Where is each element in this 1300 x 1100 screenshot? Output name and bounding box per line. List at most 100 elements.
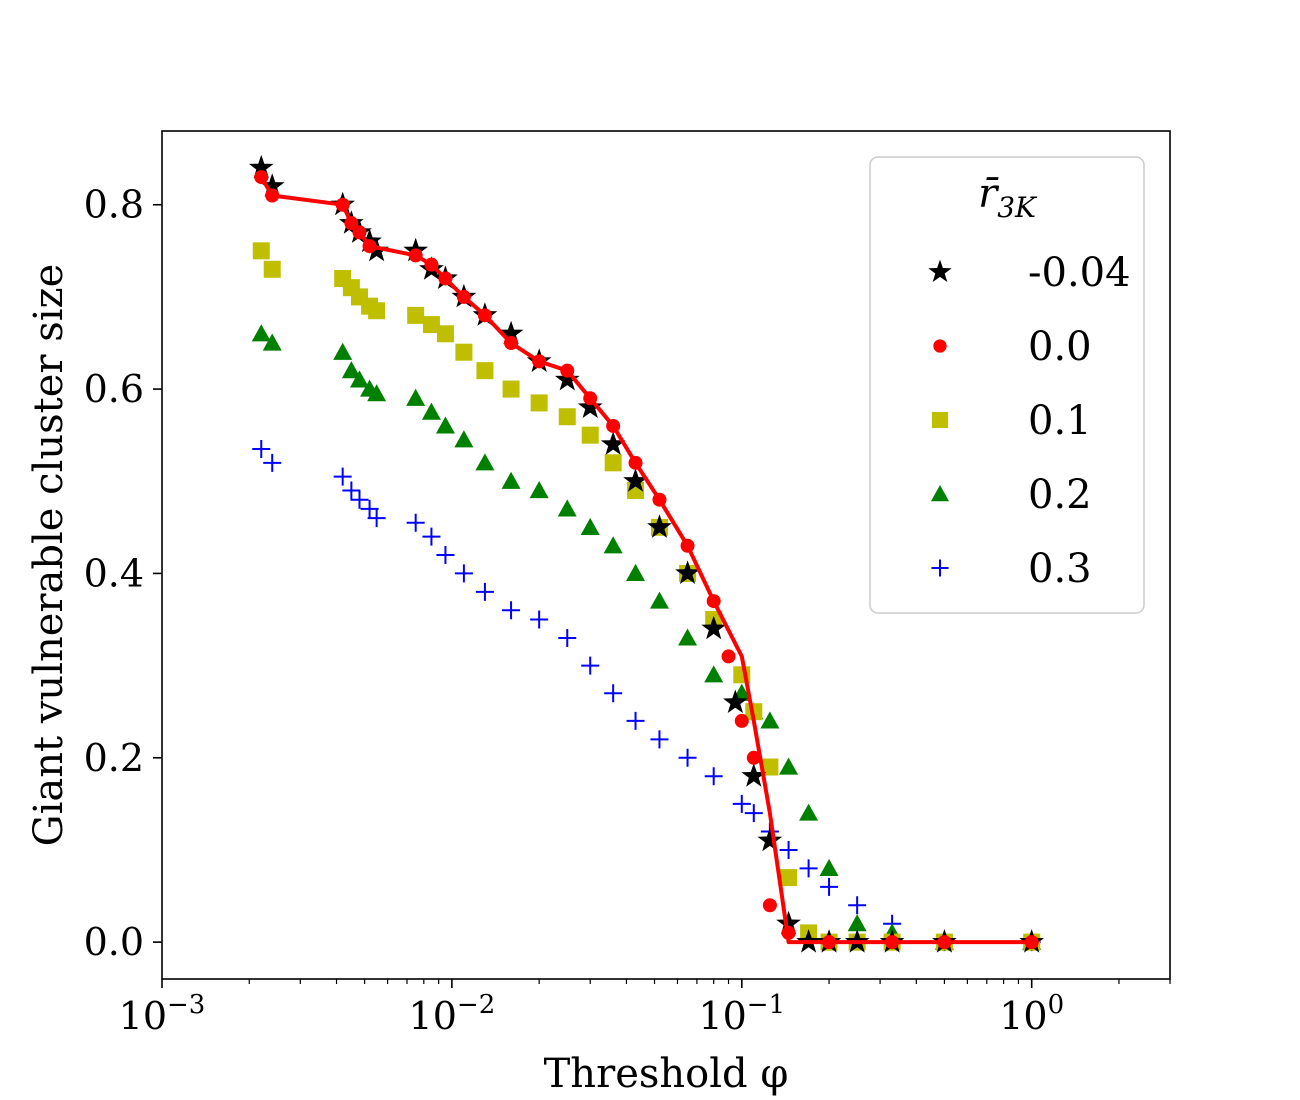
data-point-square [558, 408, 576, 426]
data-point-square [530, 394, 548, 412]
legend-box [869, 156, 1145, 614]
data-point-square [780, 869, 798, 887]
legend-marker-circle [933, 339, 947, 353]
data-point-triangle [649, 591, 669, 609]
data-point-star [757, 827, 783, 852]
data-point-triangle [779, 757, 799, 775]
data-point-plus [650, 730, 669, 749]
data-point-plus [820, 877, 839, 896]
data-point-plus [744, 804, 763, 823]
data-point-triangle [501, 471, 521, 489]
data-point-triangle [557, 499, 577, 517]
data-point-plus [454, 564, 473, 583]
data-point-triangle [819, 858, 839, 876]
data-point-triangle [704, 665, 724, 683]
legend-label: 0.0 [1028, 324, 1092, 370]
y-tick-label: 0.4 [84, 551, 144, 595]
data-point-square [502, 380, 520, 398]
data-point-plus [350, 490, 369, 509]
x-tick-label: 10−2 [409, 990, 496, 1038]
data-point-star [623, 468, 648, 492]
legend-marker-plus [931, 559, 949, 577]
data-point-square [581, 426, 599, 444]
data-point-star [248, 154, 274, 179]
data-point-star [498, 320, 524, 345]
data-point-plus [263, 453, 282, 472]
data-point-triangle [454, 430, 474, 448]
data-point-square [604, 454, 622, 472]
data-point-triangle [626, 563, 646, 582]
data-point-plus [678, 748, 697, 767]
data-point-plus [626, 711, 645, 730]
data-point-square [407, 306, 425, 324]
data-point-star [647, 514, 672, 538]
data-point-circle [762, 898, 777, 913]
legend-marker-triangle [930, 484, 950, 502]
data-point-triangle [847, 914, 867, 932]
data-point-plus [422, 527, 441, 546]
axis-ticks: 10−3 10−2 10−1 100 0.0 0.2 0.4 0.6 0.8 [84, 183, 1171, 1038]
data-point-star [723, 689, 748, 713]
data-point-plus [333, 467, 352, 486]
data-point-square [368, 302, 386, 320]
legend-title: r̄3K [978, 171, 1038, 224]
data-point-triangle [580, 517, 600, 535]
x-axis-title: Threshold φ [544, 1051, 789, 1097]
data-point-plus [252, 440, 271, 458]
data-point-triangle [529, 480, 549, 499]
x-tick-label: 10−1 [698, 990, 785, 1038]
data-point-plus [604, 684, 623, 703]
legend-marker-star [928, 259, 952, 282]
data-point-square [436, 325, 454, 343]
data-point-square [761, 758, 779, 776]
data-point-triangle [678, 628, 698, 646]
legend: r̄3K -0.04 0.0 0.1 0.2 0.3 [869, 156, 1145, 614]
data-point-star [554, 366, 580, 391]
data-point-square [422, 316, 440, 334]
legend-label: -0.04 [1028, 250, 1131, 296]
data-point-square [252, 242, 270, 260]
data-point-triangle [349, 370, 369, 388]
y-tick-label: 0.0 [84, 920, 144, 964]
data-point-star [600, 431, 626, 455]
y-tick-label: 0.6 [84, 367, 144, 411]
data-point-triangle [603, 536, 623, 554]
data-point-plus [779, 840, 798, 859]
data-point-square [476, 362, 494, 380]
y-tick-label: 0.2 [84, 736, 144, 780]
data-point-star [577, 394, 603, 418]
data-point-triangle [760, 711, 780, 729]
data-point-circle [734, 713, 749, 728]
data-point-square [263, 260, 281, 278]
data-point-plus [530, 610, 549, 629]
x-tick-label: 100 [999, 990, 1064, 1038]
data-point-star [741, 763, 767, 787]
data-point-plus [848, 896, 867, 915]
data-point-plus [732, 794, 751, 813]
fit-line-group [259, 176, 1032, 945]
data-point-plus [360, 499, 379, 518]
data-point-plus [581, 656, 600, 675]
data-point-star [675, 560, 700, 584]
legend-marker-square [931, 411, 949, 429]
data-point-circle [721, 649, 736, 664]
data-point-plus [406, 513, 425, 532]
data-point-plus [799, 859, 818, 878]
data-point-triangle [333, 342, 353, 360]
data-point-plus [436, 546, 455, 564]
data-point-plus [475, 582, 494, 601]
fit-line [259, 176, 1032, 945]
data-point-plus [558, 628, 577, 647]
data-point-triangle [262, 333, 282, 351]
data-point-plus [502, 601, 521, 620]
data-point-triangle [367, 384, 387, 402]
y-axis-title: Giant vulnerable cluster size [26, 264, 72, 847]
data-point-star [259, 173, 285, 197]
legend-label: 0.2 [1028, 472, 1092, 518]
data-point-triangle [421, 402, 441, 420]
legend-label: 0.3 [1028, 546, 1092, 592]
legend-label: 0.1 [1028, 398, 1092, 444]
data-point-plus [342, 481, 361, 500]
data-point-circle [746, 750, 761, 765]
